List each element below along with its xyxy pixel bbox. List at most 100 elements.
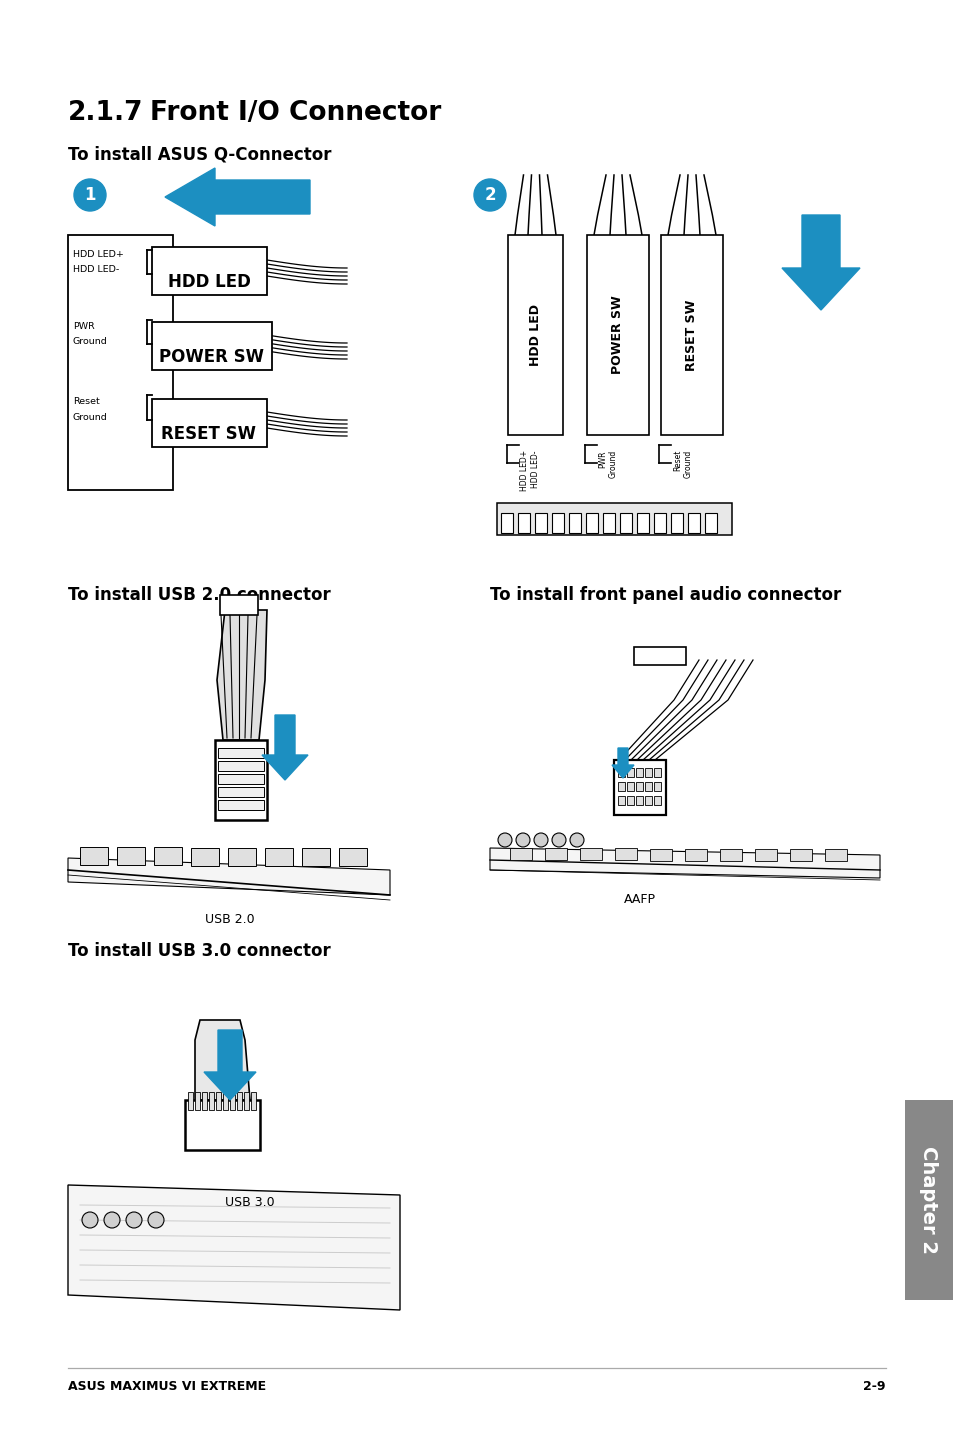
Text: POWER SW: POWER SW (159, 348, 264, 367)
FancyBboxPatch shape (644, 768, 651, 777)
FancyBboxPatch shape (152, 247, 267, 295)
Text: Ground: Ground (683, 450, 692, 479)
FancyBboxPatch shape (626, 797, 634, 805)
Text: Reset: Reset (672, 450, 681, 472)
FancyBboxPatch shape (720, 848, 741, 861)
FancyBboxPatch shape (497, 503, 731, 535)
Text: Front I/O Connector: Front I/O Connector (150, 101, 441, 127)
Text: PWR: PWR (598, 450, 606, 467)
FancyBboxPatch shape (152, 398, 267, 447)
Circle shape (74, 178, 106, 211)
FancyBboxPatch shape (649, 848, 671, 860)
FancyBboxPatch shape (185, 1100, 260, 1150)
Text: To install USB 3.0 connector: To install USB 3.0 connector (68, 942, 331, 961)
FancyBboxPatch shape (544, 848, 566, 860)
FancyBboxPatch shape (636, 768, 642, 777)
FancyBboxPatch shape (626, 768, 634, 777)
FancyBboxPatch shape (579, 848, 601, 860)
FancyBboxPatch shape (218, 774, 264, 784)
FancyBboxPatch shape (80, 847, 108, 866)
Text: RESET SW: RESET SW (685, 299, 698, 371)
FancyBboxPatch shape (218, 800, 264, 810)
Circle shape (148, 1212, 164, 1228)
FancyBboxPatch shape (618, 797, 624, 805)
FancyBboxPatch shape (510, 848, 532, 860)
FancyBboxPatch shape (251, 1091, 255, 1110)
Circle shape (534, 833, 547, 847)
Text: RESET SW: RESET SW (161, 426, 256, 443)
FancyBboxPatch shape (218, 787, 264, 797)
FancyBboxPatch shape (188, 1091, 193, 1110)
Polygon shape (612, 748, 634, 778)
Circle shape (497, 833, 512, 847)
FancyBboxPatch shape (602, 513, 615, 533)
FancyBboxPatch shape (214, 741, 267, 820)
Text: 1: 1 (84, 186, 95, 204)
Text: 2.1.7: 2.1.7 (68, 101, 143, 127)
Text: HDD LED+: HDD LED+ (519, 450, 529, 492)
FancyBboxPatch shape (507, 234, 562, 436)
Polygon shape (781, 216, 859, 311)
FancyBboxPatch shape (586, 234, 648, 436)
FancyBboxPatch shape (636, 797, 642, 805)
FancyBboxPatch shape (228, 848, 255, 866)
Polygon shape (490, 848, 879, 879)
FancyBboxPatch shape (654, 782, 660, 791)
FancyBboxPatch shape (152, 322, 272, 370)
FancyBboxPatch shape (619, 513, 631, 533)
Text: Reset: Reset (73, 397, 100, 406)
FancyBboxPatch shape (535, 513, 546, 533)
FancyBboxPatch shape (824, 850, 846, 861)
FancyBboxPatch shape (754, 848, 776, 861)
Circle shape (516, 833, 530, 847)
FancyBboxPatch shape (670, 513, 682, 533)
FancyBboxPatch shape (215, 1091, 221, 1110)
Text: HDD LED: HDD LED (529, 303, 541, 367)
FancyBboxPatch shape (654, 797, 660, 805)
Text: Ground: Ground (608, 450, 618, 479)
FancyBboxPatch shape (218, 761, 264, 771)
FancyBboxPatch shape (209, 1091, 213, 1110)
FancyBboxPatch shape (634, 647, 685, 664)
FancyBboxPatch shape (194, 1091, 200, 1110)
FancyBboxPatch shape (660, 234, 722, 436)
FancyBboxPatch shape (68, 234, 172, 490)
Polygon shape (262, 715, 308, 779)
Text: HDD LED+: HDD LED+ (73, 250, 124, 259)
FancyBboxPatch shape (654, 513, 665, 533)
FancyBboxPatch shape (236, 1091, 242, 1110)
FancyBboxPatch shape (244, 1091, 249, 1110)
FancyBboxPatch shape (637, 513, 648, 533)
Polygon shape (204, 1030, 255, 1100)
Text: ASUS MAXIMUS VI EXTREME: ASUS MAXIMUS VI EXTREME (68, 1380, 266, 1393)
Text: USB 3.0: USB 3.0 (225, 1196, 274, 1209)
Text: Chapter 2: Chapter 2 (919, 1146, 938, 1254)
FancyBboxPatch shape (117, 847, 145, 866)
Text: Ground: Ground (73, 413, 108, 421)
Polygon shape (68, 858, 390, 894)
FancyBboxPatch shape (302, 848, 330, 866)
Circle shape (104, 1212, 120, 1228)
Polygon shape (68, 1185, 399, 1310)
Polygon shape (165, 168, 310, 226)
Polygon shape (194, 1020, 250, 1100)
FancyBboxPatch shape (644, 782, 651, 791)
FancyBboxPatch shape (644, 797, 651, 805)
Circle shape (126, 1212, 142, 1228)
Text: To install USB 2.0 connector: To install USB 2.0 connector (68, 587, 331, 604)
FancyBboxPatch shape (626, 782, 634, 791)
FancyBboxPatch shape (338, 848, 367, 867)
FancyBboxPatch shape (202, 1091, 207, 1110)
Text: HDD LED: HDD LED (168, 273, 251, 290)
Text: HDD LED-: HDD LED- (531, 450, 539, 487)
Circle shape (82, 1212, 98, 1228)
Circle shape (474, 178, 505, 211)
Text: PWR: PWR (73, 322, 94, 331)
FancyBboxPatch shape (789, 850, 811, 861)
FancyBboxPatch shape (684, 848, 706, 861)
FancyBboxPatch shape (265, 848, 293, 866)
FancyBboxPatch shape (904, 1100, 953, 1300)
Text: HDD LED-: HDD LED- (73, 265, 119, 275)
FancyBboxPatch shape (618, 782, 624, 791)
FancyBboxPatch shape (568, 513, 580, 533)
